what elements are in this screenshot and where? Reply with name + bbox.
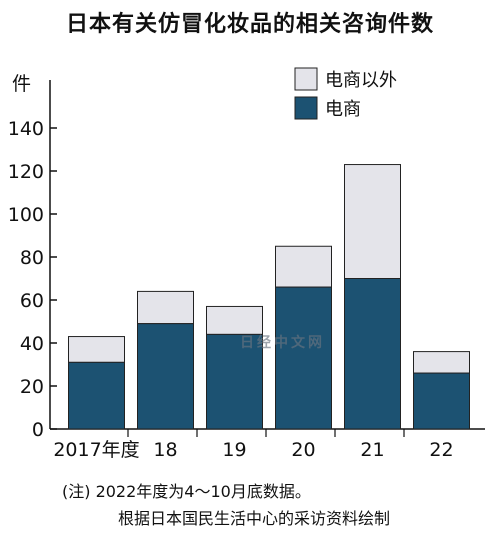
legend-swatch: [294, 96, 318, 120]
y-tick-label: 40: [20, 333, 44, 355]
x-tick-label: 18: [153, 439, 177, 461]
y-tick-label: 120: [8, 161, 44, 183]
bar-segment-ecommerce: [275, 286, 332, 430]
bar-segment-ecommerce: [344, 278, 401, 430]
bar-segment-ecommerce: [68, 361, 125, 430]
legend-label: 电商: [325, 99, 361, 120]
bar-segment-non-ecommerce: [137, 290, 194, 325]
bar-segment-ecommerce: [413, 372, 470, 430]
bar-segment-ecommerce: [137, 323, 194, 430]
bar-segment-ecommerce: [206, 333, 263, 430]
bar-segment-non-ecommerce: [344, 164, 401, 279]
x-tick-label: 19: [222, 439, 246, 461]
legend-label: 电商以外: [325, 70, 397, 91]
chart-title: 日本有关仿冒化妆品的相关咨询件数: [65, 12, 434, 37]
bar-segment-non-ecommerce: [413, 351, 470, 374]
bar-segment-non-ecommerce: [68, 336, 125, 363]
x-tick-label: 2017年度: [53, 439, 139, 461]
y-axis-label: 件: [12, 73, 31, 95]
source-note: 根据日本国民生活中心的采访资料绘制: [118, 509, 391, 528]
y-tick-label: 20: [20, 376, 44, 398]
footnote: (注) 2022年度为4～10月底数据。: [62, 482, 311, 501]
y-tick-label: 80: [20, 247, 44, 269]
x-tick-label: 20: [291, 439, 315, 461]
y-tick-label: 0: [32, 419, 44, 441]
y-tick-label: 100: [8, 204, 44, 226]
y-tick-label: 60: [20, 290, 44, 312]
x-tick-label: 21: [360, 439, 384, 461]
watermark: 日经中文网: [240, 335, 325, 351]
bar-segment-non-ecommerce: [275, 245, 332, 288]
y-tick-label: 140: [8, 118, 44, 140]
x-tick-label: 22: [429, 439, 453, 461]
bar-segment-non-ecommerce: [206, 305, 263, 335]
legend-swatch: [294, 67, 318, 91]
